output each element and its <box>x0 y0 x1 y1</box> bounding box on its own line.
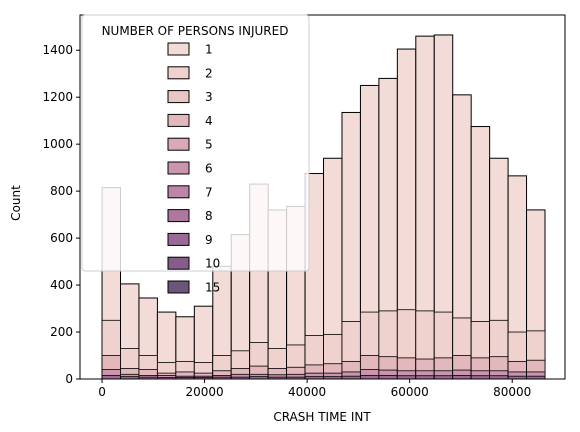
x-tick-label: 40000 <box>288 385 326 399</box>
legend-label: 10 <box>205 257 220 271</box>
legend-swatch <box>167 256 190 270</box>
legend-swatch <box>167 209 190 223</box>
legend-swatch <box>167 280 190 294</box>
legend-swatch <box>167 42 190 56</box>
axes-frame <box>79 14 566 380</box>
x-tick-label: 20000 <box>185 385 223 399</box>
histogram-bar-segment <box>452 375 472 380</box>
y-tick-label: 1000 <box>42 137 73 151</box>
legend-swatch <box>167 90 190 104</box>
legend-label: 7 <box>205 185 213 199</box>
y-tick-label: 800 <box>50 184 73 198</box>
histogram-bar-segment <box>360 375 380 380</box>
legend-label: 2 <box>205 66 213 80</box>
x-tick-label: 80000 <box>493 385 531 399</box>
legend-label: 8 <box>205 209 213 223</box>
y-tick-label: 200 <box>50 325 73 339</box>
x-axis-ticks: 0 20000 40000 60000 80000 <box>98 379 531 399</box>
legend-label: 5 <box>205 138 213 152</box>
legend-swatch <box>167 232 190 246</box>
legend-label: 4 <box>205 114 213 128</box>
histogram-bar-segment <box>101 375 121 380</box>
legend-swatch <box>167 161 190 175</box>
x-tick-label: 60000 <box>391 385 429 399</box>
y-tick-label: 400 <box>50 278 73 292</box>
x-tick-label: 0 <box>98 385 106 399</box>
y-axis-ticks: 0 200 400 600 800 1000 1200 1400 <box>42 43 80 386</box>
y-tick-label: 0 <box>65 372 73 386</box>
legend-label: 15 <box>205 281 220 295</box>
legend-frame <box>81 14 310 272</box>
y-tick-label: 1200 <box>42 90 73 104</box>
legend-title: NUMBER OF PERSONS INJURED <box>102 24 289 38</box>
legend-swatch <box>167 185 190 199</box>
plot-area-border <box>79 14 566 380</box>
legend-swatch <box>167 66 190 80</box>
y-tick-label: 1400 <box>42 43 73 57</box>
y-tick-label: 600 <box>50 231 73 245</box>
y-axis-label: Count <box>9 185 23 221</box>
legend-label: 9 <box>205 233 213 247</box>
legend-swatch <box>167 137 190 151</box>
legend-label: 6 <box>205 162 213 176</box>
legend: NUMBER OF PERSONS INJURED 1 2 3 4 5 6 7 8 9 10 15 <box>81 14 310 295</box>
legend-label: 1 <box>205 43 213 57</box>
legend-entries: 1 2 3 4 5 6 7 8 9 10 15 <box>167 42 220 295</box>
histogram-bars <box>101 34 546 380</box>
legend-swatch <box>167 113 190 127</box>
histogram-bar-segment <box>378 375 398 380</box>
legend-label: 3 <box>205 90 213 104</box>
x-axis-label: CRASH TIME INT <box>273 410 371 424</box>
